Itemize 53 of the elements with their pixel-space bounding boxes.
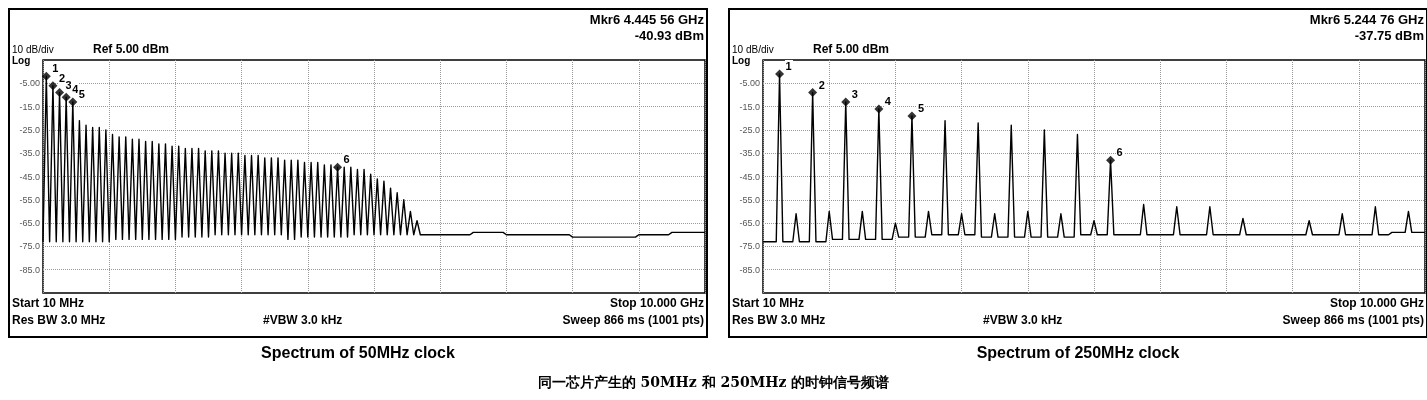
text: #VBW 3.0 kHz (983, 313, 1063, 327)
annotation: 5 (916, 101, 926, 114)
y-tick-label: -5.00 (19, 78, 40, 89)
text: Log (732, 55, 751, 66)
y-tick-label: -45.0 (19, 171, 40, 182)
annotation: 3 (64, 78, 73, 91)
text: Sweep 866 ms (1001 pts) (562, 313, 704, 327)
y-tick-label: -85.0 (739, 264, 760, 275)
text: -37.75 dBm (1354, 28, 1424, 43)
y-tick-label: -15.0 (19, 101, 40, 112)
annotation: 2 (817, 78, 826, 91)
text: Res BW 3.0 MHz (732, 313, 826, 327)
text: 同一芯片产生的 50MHz 和 250MHz 的时钟信号频谱 (536, 374, 891, 392)
annotation: 1 (784, 59, 793, 72)
text: Start 10 MHz (12, 296, 85, 310)
annotation: 4 (883, 94, 892, 107)
annotation: 6 (342, 153, 351, 166)
y-tick-label: -65.0 (19, 218, 40, 229)
y-tick-label: -5.00 (739, 78, 760, 89)
annotation: 3 (850, 87, 859, 100)
y-tick-label: -65.0 (739, 218, 760, 229)
y-tick-label: -35.0 (739, 148, 760, 159)
text: Mkr6 5.244 76 GHz (1309, 12, 1424, 27)
text: Stop 10.000 GHz (609, 296, 704, 310)
y-tick-label: -25.0 (19, 124, 40, 135)
y-tick-label: -75.0 (19, 241, 40, 252)
y-tick-label: -75.0 (739, 241, 760, 252)
text: Start 10 MHz (732, 296, 805, 310)
text: Spectrum of 250MHz clock (975, 344, 1181, 362)
annotation: 1 (51, 62, 60, 75)
annotation: 4 (71, 83, 80, 96)
text: Ref 5.00 dBm (93, 42, 170, 56)
text: -40.93 dBm (634, 28, 704, 43)
text: Ref 5.00 dBm (813, 42, 890, 56)
annotation: 6 (1115, 146, 1124, 159)
annotation: 2 (57, 71, 67, 84)
text: 10 dB/div (12, 44, 54, 55)
text: Spectrum of 50MHz clock (260, 344, 456, 362)
text: Mkr6 4.445 56 GHz (589, 12, 704, 27)
y-tick-label: -55.0 (19, 194, 40, 205)
text: Log (12, 55, 31, 66)
text: #VBW 3.0 kHz (263, 313, 343, 327)
text: Stop 10.000 GHz (1329, 296, 1424, 310)
text: 10 dB/div (732, 44, 774, 55)
annotation: 5 (77, 87, 86, 100)
y-tick-label: -45.0 (739, 171, 760, 182)
y-tick-label: -35.0 (19, 148, 40, 159)
y-tick-label: -55.0 (739, 194, 760, 205)
text: Res BW 3.0 MHz (12, 313, 106, 327)
y-tick-label: -85.0 (19, 264, 40, 275)
y-tick-label: -25.0 (739, 124, 760, 135)
y-tick-label: -15.0 (739, 101, 760, 112)
text: Sweep 866 ms (1001 pts) (1282, 313, 1424, 327)
